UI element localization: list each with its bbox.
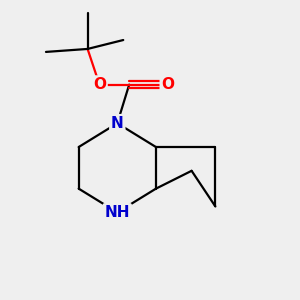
Text: O: O: [93, 77, 106, 92]
Text: NH: NH: [105, 205, 130, 220]
Text: O: O: [161, 77, 174, 92]
Text: N: N: [111, 116, 124, 131]
